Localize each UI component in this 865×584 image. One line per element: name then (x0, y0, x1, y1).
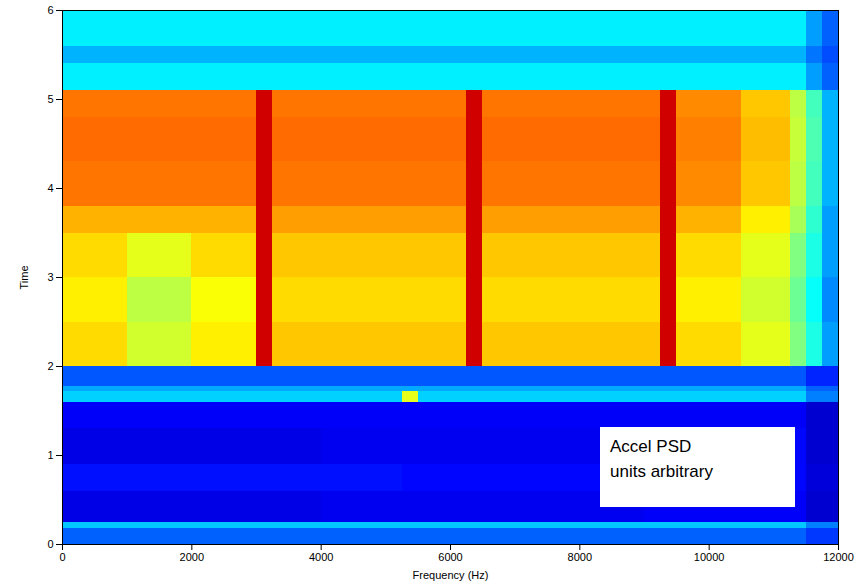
svg-text:5: 5 (47, 93, 53, 105)
html-text:Accel PSD: Accel PSD (610, 437, 692, 456)
svg-text:6000: 6000 (438, 551, 462, 563)
svg-text:10000: 10000 (694, 551, 725, 563)
svg-text:4: 4 (47, 182, 53, 194)
svg-text:1: 1 (47, 449, 53, 461)
svg-text:12000: 12000 (823, 551, 854, 563)
svg-text:Frequency (Hz): Frequency (Hz) (413, 569, 489, 581)
svg-text:6: 6 (47, 4, 53, 16)
html-text:units arbitrary: units arbitrary (610, 461, 713, 481)
svg-text:0: 0 (47, 538, 53, 550)
svg-text:2: 2 (47, 360, 53, 372)
svg-text:Time: Time (18, 265, 30, 289)
svg-text:4000: 4000 (309, 551, 333, 563)
svg-text:3: 3 (47, 271, 53, 283)
svg-text:8000: 8000 (568, 551, 592, 563)
svg-text:2000: 2000 (180, 551, 204, 563)
svg-text:0: 0 (59, 551, 65, 563)
